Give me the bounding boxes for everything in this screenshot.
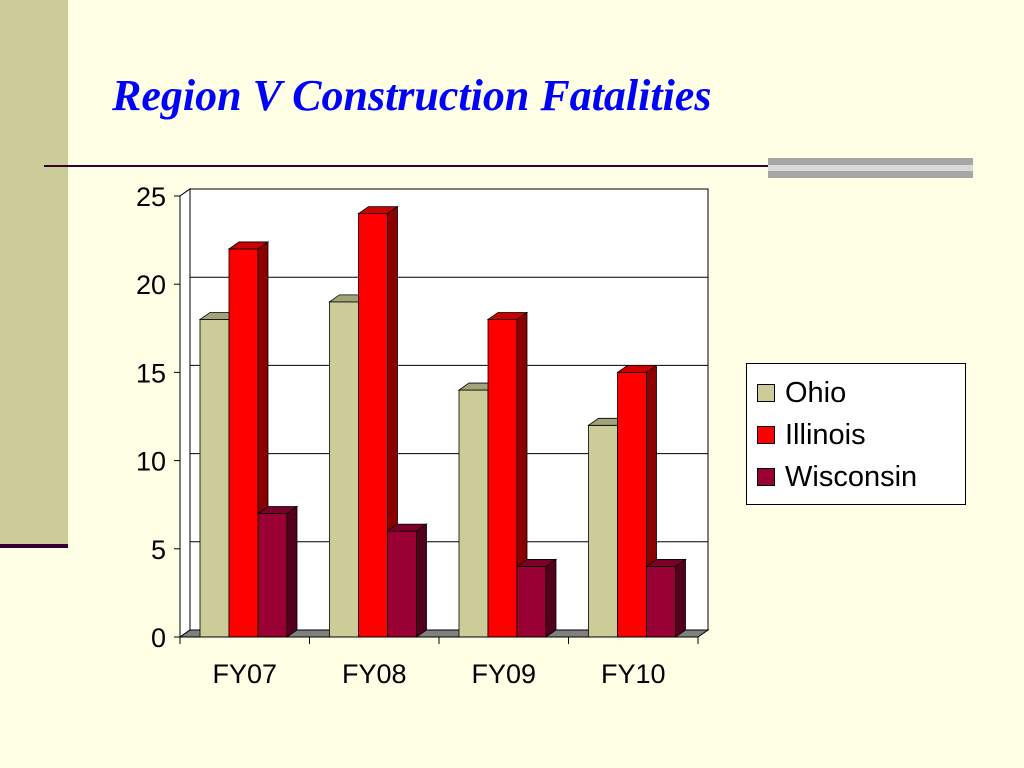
legend-swatch-wisconsin (757, 468, 775, 486)
bar-ohio-fy07 (199, 319, 230, 638)
bar-side-wisconsin-fy07 (286, 505, 298, 638)
y-tick-label: 5 (151, 535, 166, 565)
chart-side-wall (179, 188, 191, 638)
bar-ohio-fy09 (458, 389, 489, 638)
legend-swatch-ohio (757, 384, 775, 402)
bar-illinois-fy07 (228, 248, 259, 638)
bar-wisconsin-fy08 (387, 530, 417, 638)
slide-title: Region V Construction Fatalities (112, 71, 712, 120)
chart-legend: Ohio Illinois Wisconsin (746, 363, 966, 505)
legend-item-ohio: Ohio (757, 372, 955, 414)
title-rule-accent (768, 158, 973, 178)
bar-wisconsin-fy10 (646, 566, 676, 638)
title-rule (44, 165, 972, 167)
bar-side-wisconsin-fy09 (545, 558, 557, 638)
bar-wisconsin-fy09 (516, 566, 547, 638)
bar-illinois-fy10 (617, 371, 647, 638)
legend-item-illinois: Illinois (757, 414, 955, 456)
y-tick-label: 20 (136, 270, 166, 300)
bar-ohio-fy08 (329, 301, 359, 638)
x-tick-label: FY09 (471, 659, 536, 689)
bar-wisconsin-fy07 (257, 513, 288, 638)
legend-label-wisconsin: Wisconsin (785, 460, 918, 493)
bar-illinois-fy08 (358, 213, 388, 638)
x-tick-label: FY10 (601, 659, 666, 689)
side-underline (0, 544, 68, 548)
legend-label-illinois: Illinois (785, 418, 866, 451)
y-tick-label: 15 (136, 358, 166, 388)
y-tick-label: 0 (151, 623, 166, 653)
y-tick-label: 25 (136, 182, 166, 212)
legend-item-wisconsin: Wisconsin (757, 456, 955, 498)
legend-swatch-illinois (757, 426, 775, 444)
legend-label-ohio: Ohio (785, 376, 847, 409)
x-tick-label: FY08 (342, 659, 407, 689)
y-tick-label: 10 (136, 447, 166, 477)
bar-side-wisconsin-fy10 (675, 558, 686, 638)
side-band (0, 0, 68, 545)
bar-ohio-fy10 (588, 424, 618, 638)
bar-illinois-fy09 (487, 319, 518, 638)
bar-side-wisconsin-fy08 (416, 523, 427, 638)
x-tick-label: FY07 (212, 659, 277, 689)
